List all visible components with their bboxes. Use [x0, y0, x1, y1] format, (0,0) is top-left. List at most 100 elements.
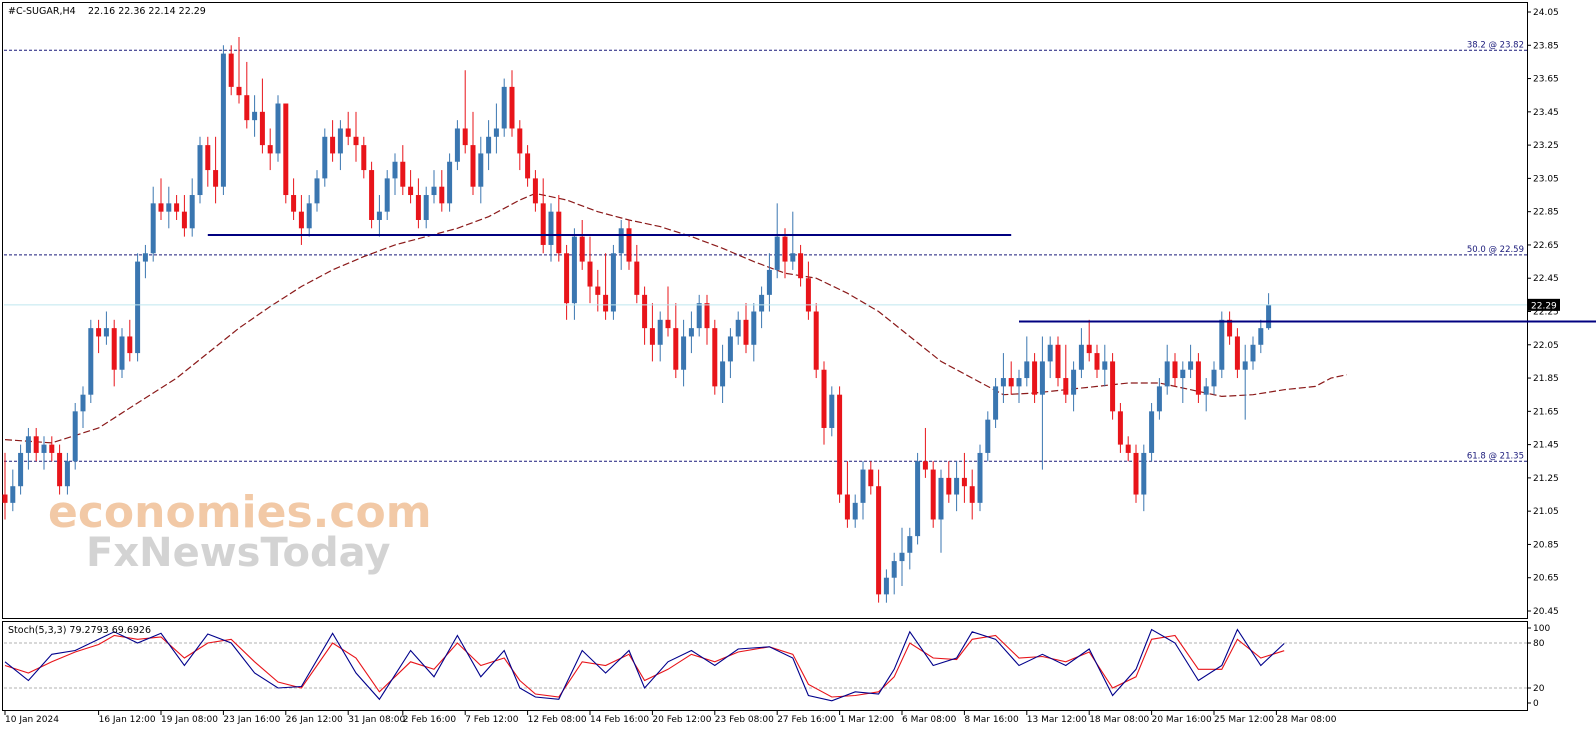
- bullish-candle: [681, 319, 687, 387]
- bullish-candle: [103, 311, 109, 345]
- support-resistance-lines[interactable]: [207, 233, 1596, 323]
- candle-body: [1211, 369, 1217, 387]
- bearish-candle: [111, 319, 117, 387]
- candle-body: [478, 153, 484, 187]
- bullish-candle: [10, 469, 16, 512]
- bullish-candle: [447, 153, 453, 212]
- candle-body: [1047, 344, 1053, 362]
- bearish-candle: [1086, 319, 1092, 362]
- candle-body: [1219, 319, 1225, 370]
- bullish-candle: [1250, 336, 1256, 370]
- bullish-candle: [852, 494, 858, 528]
- candle-body: [938, 477, 944, 520]
- candle-body: [993, 386, 999, 420]
- bullish-candle: [774, 203, 780, 279]
- candle-body: [49, 444, 55, 453]
- bearish-candle: [1234, 328, 1240, 379]
- bullish-candle: [88, 319, 94, 404]
- candle-body: [1180, 369, 1186, 379]
- bullish-candle: [954, 461, 960, 512]
- bearish-candle: [587, 236, 593, 304]
- candle-body: [252, 111, 258, 121]
- candle-body: [119, 336, 125, 370]
- candle-body: [1071, 369, 1077, 395]
- candle-body: [64, 461, 70, 487]
- price-tick-label: 24.05: [1533, 8, 1559, 18]
- bullish-candle: [610, 244, 616, 320]
- bearish-candle: [1117, 403, 1123, 453]
- bullish-candle: [80, 386, 86, 428]
- bearish-candle: [213, 136, 219, 204]
- candle-body: [400, 161, 406, 187]
- candle-body: [1141, 452, 1147, 495]
- candle-body: [1039, 361, 1045, 395]
- candle-body: [946, 477, 952, 495]
- candle-body: [1024, 361, 1030, 379]
- candle-body: [88, 328, 94, 395]
- fibonacci-level-label: 38.2 @ 23.82: [1467, 40, 1524, 50]
- bullish-candle: [1078, 328, 1084, 379]
- bearish-candle: [244, 61, 250, 129]
- price-tick-label: 21.25: [1533, 474, 1559, 484]
- candle-body: [844, 494, 850, 520]
- candle-body: [907, 536, 913, 553]
- time-tick-label: 23 Jan 16:00: [223, 715, 280, 725]
- candle-body: [657, 319, 663, 345]
- bullish-candle: [1016, 369, 1022, 404]
- candle-body: [361, 145, 367, 171]
- candle-body: [454, 128, 460, 162]
- bullish-candle: [759, 286, 765, 329]
- bullish-candle: [891, 552, 897, 595]
- bullish-candle: [306, 195, 312, 237]
- candle-body: [470, 145, 476, 187]
- candle-body: [1063, 378, 1069, 395]
- candle-body: [1016, 378, 1022, 387]
- bearish-candle: [330, 120, 336, 162]
- candle-body: [415, 195, 421, 220]
- bullish-candle: [1180, 361, 1186, 404]
- bullish-candle: [1156, 378, 1162, 420]
- candle-body: [1164, 361, 1170, 387]
- candle-body: [1149, 411, 1155, 453]
- bullish-candle: [1102, 344, 1108, 387]
- candle-body: [673, 328, 679, 370]
- candle-body: [548, 211, 554, 245]
- candle-body: [205, 145, 211, 171]
- candle-body: [1008, 378, 1014, 387]
- bearish-candle: [665, 286, 671, 337]
- bearish-candle: [603, 253, 609, 320]
- bearish-candle: [345, 111, 351, 146]
- time-tick-label: 10 Jan 2024: [5, 715, 59, 725]
- bearish-candle: [649, 303, 655, 362]
- bullish-candle: [493, 103, 499, 154]
- bullish-candle: [829, 386, 835, 437]
- time-tick-label: 27 Feb 16:00: [777, 715, 836, 725]
- candle-body: [25, 436, 31, 453]
- price-tick-label: 22.25: [1533, 308, 1559, 318]
- candlesticks: [2, 36, 1272, 603]
- candle-body: [556, 211, 562, 254]
- bullish-candle: [1047, 336, 1053, 379]
- price-tick-label: 23.45: [1533, 108, 1559, 118]
- bullish-candle: [478, 136, 484, 204]
- candle-body: [969, 486, 975, 503]
- candle-body: [493, 128, 499, 137]
- bearish-candle: [782, 228, 788, 279]
- fibonacci-levels: 38.2 @ 23.82 50.0 @ 22.59 61.8 @ 21.35: [4, 40, 1527, 462]
- price-tick-label: 21.05: [1533, 507, 1559, 517]
- candle-body: [174, 203, 180, 212]
- bullish-candle: [189, 178, 195, 237]
- bullish-candle: [548, 203, 554, 262]
- time-tick-label: 8 Mar 16:00: [964, 715, 1019, 725]
- fibonacci-level-label: 61.8 @ 21.35: [1467, 451, 1524, 461]
- bearish-candle: [1110, 353, 1116, 420]
- price-tick-label: 20.85: [1533, 540, 1559, 550]
- bearish-candle: [205, 136, 211, 187]
- bearish-candle: [127, 319, 133, 362]
- bearish-candle: [540, 178, 546, 254]
- candle-body: [80, 394, 86, 412]
- candle-body: [244, 95, 250, 121]
- stoch-tick-label: 0: [1533, 699, 1539, 709]
- candle-body: [1102, 361, 1108, 370]
